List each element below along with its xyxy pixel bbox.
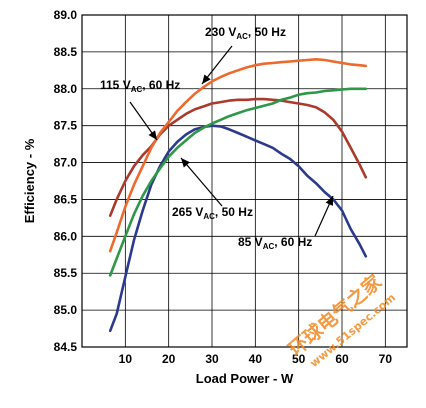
series-label-voltage: 230 V [205,25,236,39]
y-axis-title: Efficiency - % [22,138,37,223]
series-label: 85 VAC, 60 Hz [238,235,312,251]
series-label-voltage: 85 V [238,235,263,249]
series-line-2 [108,57,368,253]
annotation-arrow-line [180,157,223,207]
y-tick-label: 88.5 [54,45,78,59]
x-tick-label: 40 [249,352,263,366]
series-label-subscript: AC [263,242,275,251]
annotation-arrows [129,45,334,237]
annotation-arrowhead [148,130,157,140]
y-tick-label: 84.5 [54,340,78,354]
series-label-frequency: , 50 Hz [248,25,286,39]
series-label: 230 VAC, 50 Hz [205,25,286,41]
x-tick-label: 50 [292,352,306,366]
y-tick-label: 87.5 [54,119,78,133]
series-line-0 [108,124,368,333]
x-tick-label: 60 [335,352,349,366]
x-tick-labels: 10 20 30 40 50 60 70 [119,352,393,366]
plot-frame [81,14,408,348]
series-label-frequency: , 50 Hz [215,205,253,219]
series-label: 265 VAC, 50 Hz [172,205,253,221]
x-axis-title: Load Power - W [196,371,294,386]
y-tick-label: 89.0 [54,8,78,22]
x-tick-label: 30 [205,352,219,366]
y-tick-label: 85.5 [54,266,78,280]
series-line-3 [108,87,368,277]
y-tick-label: 86.0 [54,229,78,243]
annotation-arrowhead [202,74,211,84]
annotation-arrowhead [325,196,333,206]
series-label-subscript: AC [236,32,248,41]
series-label-frequency: , 60 Hz [274,235,312,249]
series-label-voltage: 265 V [172,205,203,219]
y-tick-label: 85.0 [54,303,78,317]
series-label-subscript: AC [203,212,215,221]
x-tick-label: 10 [119,352,133,366]
y-tick-label: 87.0 [54,156,78,170]
series-line-1 [108,97,368,217]
x-tick-label: 70 [379,352,393,366]
y-tick-label: 88.0 [54,82,78,96]
series-label-subscript: AC [131,85,143,94]
series-label-frequency: , 60 Hz [142,78,180,92]
annotation-arrowhead [181,158,190,168]
y-tick-label: 86.5 [54,192,78,206]
x-tick-label: 20 [162,352,176,366]
y-tick-labels: 84.5 85.0 85.5 86.0 86.5 87.0 87.5 88.0 88.5 89.0 [54,8,78,354]
series-lines [108,57,368,333]
series-label: 115 VAC, 60 Hz [100,78,180,94]
series-label-voltage: 115 V [100,78,131,92]
